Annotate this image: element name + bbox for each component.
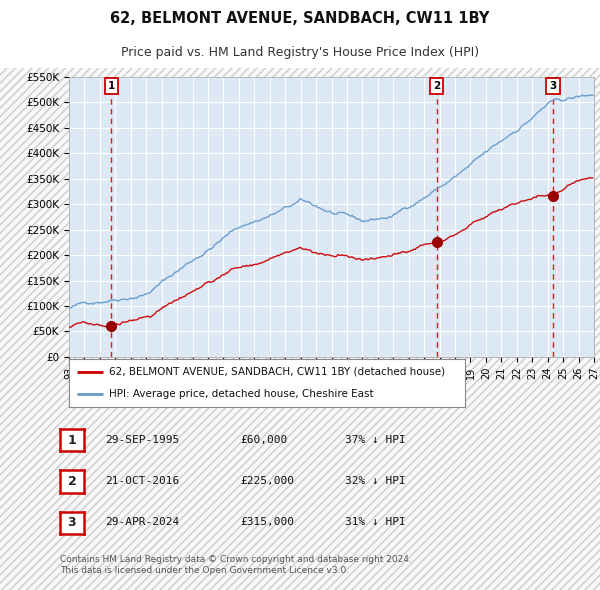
Text: Contains HM Land Registry data © Crown copyright and database right 2024.: Contains HM Land Registry data © Crown c… [60,555,412,563]
Text: 29-SEP-1995: 29-SEP-1995 [105,435,179,444]
Text: £225,000: £225,000 [240,476,294,486]
Text: Price paid vs. HM Land Registry's House Price Index (HPI): Price paid vs. HM Land Registry's House … [121,47,479,60]
Text: 1: 1 [68,434,76,447]
Text: 62, BELMONT AVENUE, SANDBACH, CW11 1BY (detached house): 62, BELMONT AVENUE, SANDBACH, CW11 1BY (… [109,367,445,377]
Text: £315,000: £315,000 [240,517,294,527]
Text: This data is licensed under the Open Government Licence v3.0.: This data is licensed under the Open Gov… [60,566,349,575]
Text: 32% ↓ HPI: 32% ↓ HPI [345,476,406,486]
Text: 2: 2 [433,81,440,91]
Text: £60,000: £60,000 [240,435,287,444]
Text: 1: 1 [108,81,115,91]
Text: HPI: Average price, detached house, Cheshire East: HPI: Average price, detached house, Ches… [109,389,373,399]
Text: 3: 3 [549,81,556,91]
Text: 29-APR-2024: 29-APR-2024 [105,517,179,527]
Text: 31% ↓ HPI: 31% ↓ HPI [345,517,406,527]
Text: 37% ↓ HPI: 37% ↓ HPI [345,435,406,444]
Text: 2: 2 [68,475,76,488]
Text: 62, BELMONT AVENUE, SANDBACH, CW11 1BY: 62, BELMONT AVENUE, SANDBACH, CW11 1BY [110,11,490,27]
Text: 3: 3 [68,516,76,529]
Text: 21-OCT-2016: 21-OCT-2016 [105,476,179,486]
